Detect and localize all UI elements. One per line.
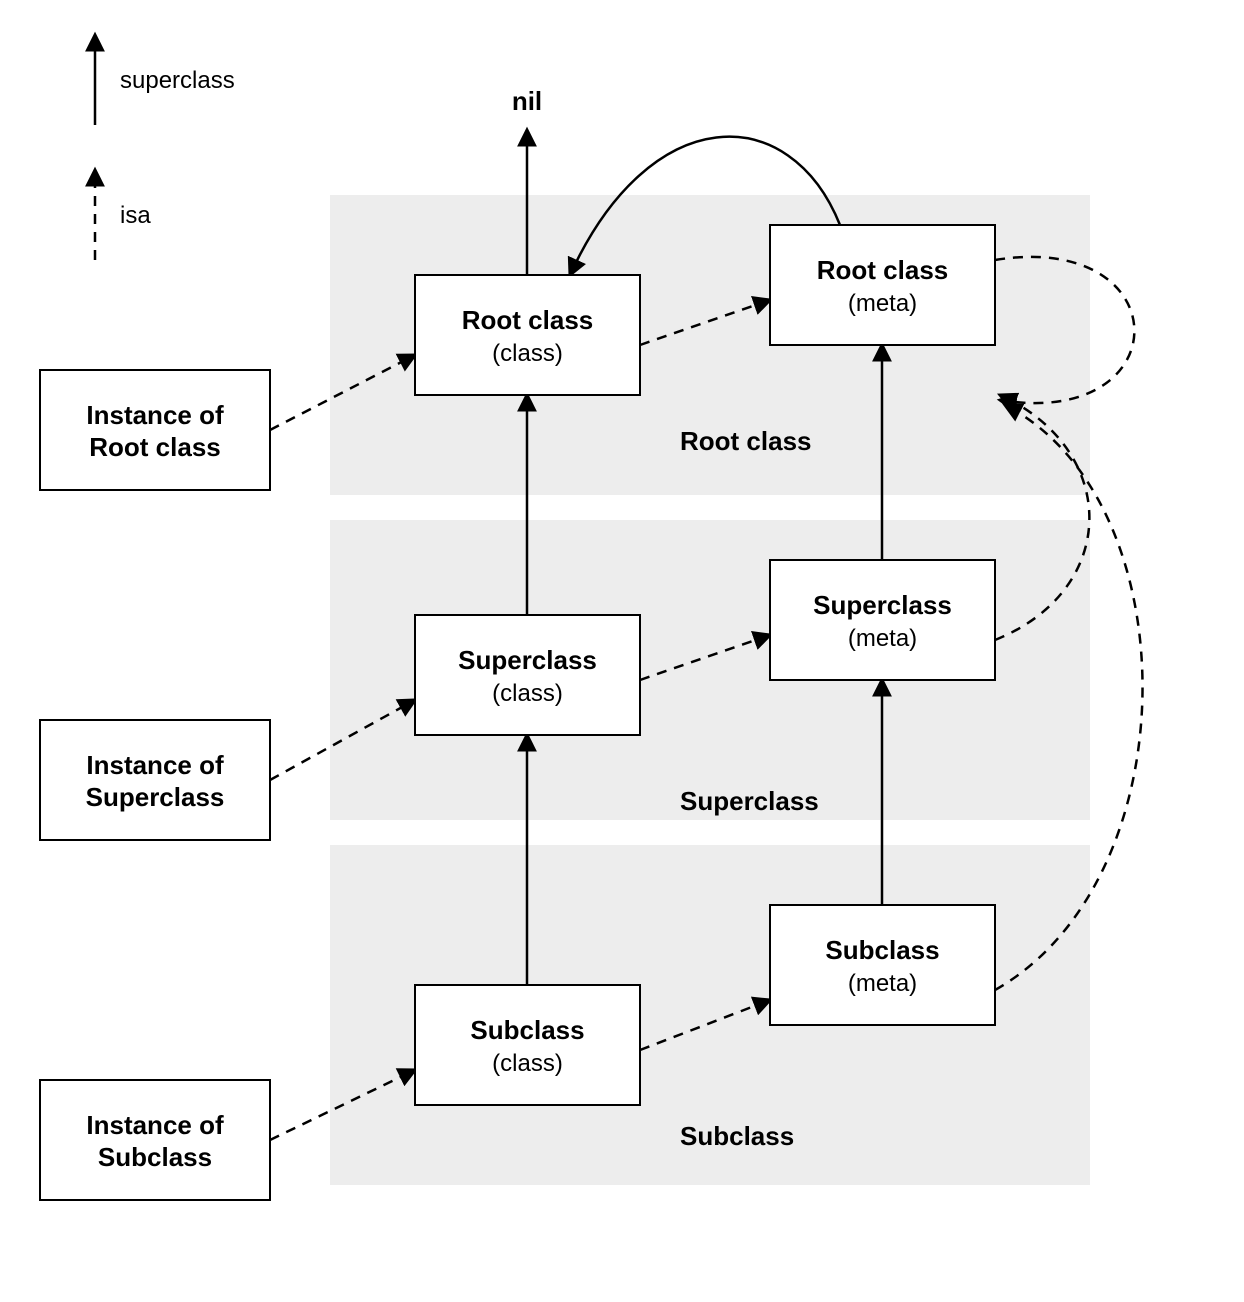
inst-sub-line2: Subclass	[98, 1142, 212, 1172]
band-sub-label: Subclass	[680, 1121, 794, 1151]
root-meta: Root class (meta)	[770, 225, 995, 345]
sub-class-line2: (class)	[492, 1050, 563, 1077]
super-class: Superclass (class)	[415, 615, 640, 735]
inst-super-line2: Superclass	[86, 782, 225, 812]
inst-root: Instance ofRoot class	[40, 370, 270, 490]
root-class-line1: Root class	[462, 305, 594, 335]
root-meta-line2: (meta)	[848, 290, 917, 317]
band-super-label: Superclass	[680, 786, 819, 816]
inst-root-line2: Root class	[89, 432, 221, 462]
sub-class: Subclass (class)	[415, 985, 640, 1105]
super-meta-line1: Superclass	[813, 590, 952, 620]
legend-isa-label: isa	[120, 202, 151, 229]
sub-class-line1: Subclass	[470, 1015, 584, 1045]
super-class-line2: (class)	[492, 680, 563, 707]
legend-superclass-label: superclass	[120, 67, 235, 94]
sub-meta-line1: Subclass	[825, 935, 939, 965]
root-meta-line1: Root class	[817, 255, 949, 285]
super-class-line1: Superclass	[458, 645, 597, 675]
class-metaclass-diagram: Instance ofRoot classInstance ofSupercla…	[0, 0, 1244, 1302]
sub-meta-line2: (meta)	[848, 970, 917, 997]
nil-label: nil	[512, 86, 542, 116]
inst-sub-line1: Instance of	[86, 1110, 224, 1140]
inst-super: Instance ofSuperclass	[40, 720, 270, 840]
super-meta: Superclass (meta)	[770, 560, 995, 680]
band-root-label: Root class	[680, 426, 812, 456]
super-meta-line2: (meta)	[848, 625, 917, 652]
root-class: Root class (class)	[415, 275, 640, 395]
root-class-line2: (class)	[492, 340, 563, 367]
inst-super-line1: Instance of	[86, 750, 224, 780]
sub-meta: Subclass (meta)	[770, 905, 995, 1025]
inst-sub: Instance ofSubclass	[40, 1080, 270, 1200]
inst-root-line1: Instance of	[86, 400, 224, 430]
